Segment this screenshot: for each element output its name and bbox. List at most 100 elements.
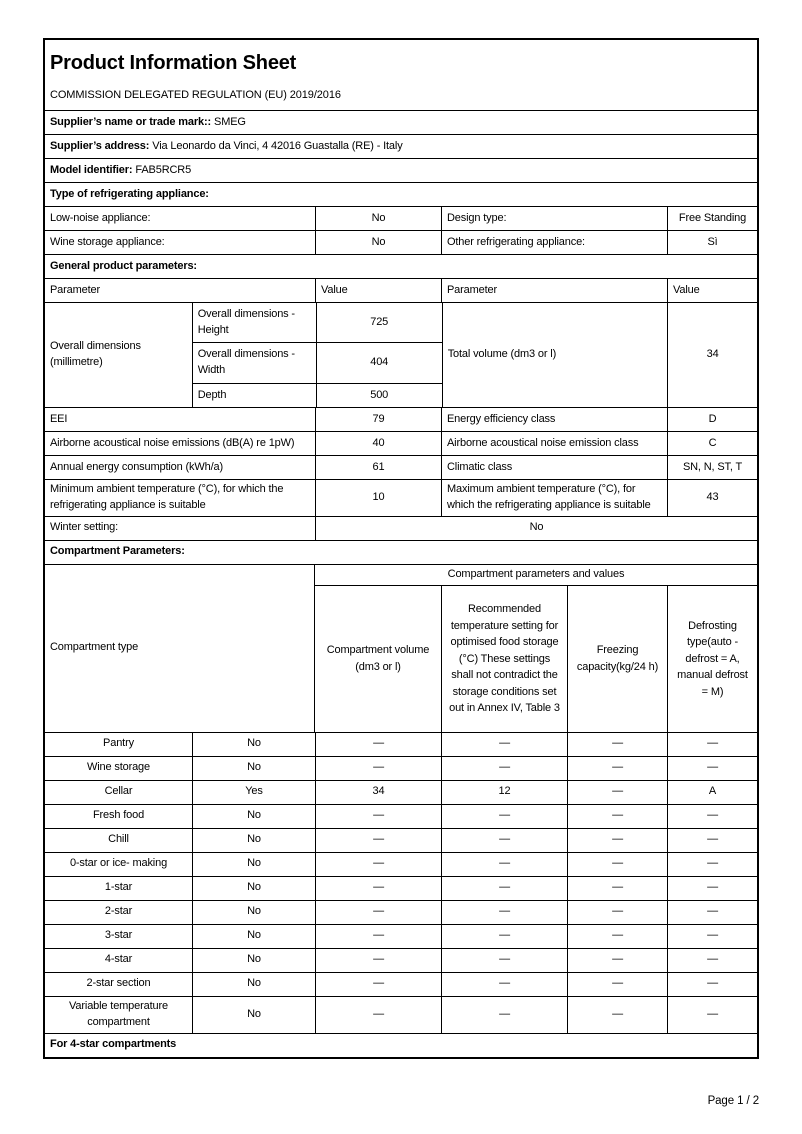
compartment-header-row: Compartment type Compartment parameters …	[45, 564, 757, 733]
compartment-volume-cell: —	[315, 756, 441, 780]
table-row: Wine storage appliance: No Other refrige…	[45, 231, 757, 255]
parameter-value: 79	[315, 408, 441, 431]
compartment-section-heading-row: Compartment Parameters:	[45, 541, 757, 565]
type-label: Other refrigerating appliance:	[441, 231, 667, 254]
compartment-volume-cell: —	[315, 876, 441, 900]
temperature-column-header: Recommended temperature setting for opti…	[441, 585, 567, 732]
table-row: Pantry No — — — —	[45, 732, 757, 757]
compartment-present-cell: No	[192, 900, 315, 924]
type-label: Wine storage appliance:	[50, 235, 165, 248]
column-header: Parameter	[441, 279, 667, 302]
compartment-volume-cell: —	[315, 972, 441, 996]
dimension-label: Overall dimensions - Width	[197, 348, 295, 376]
parameter-label: Annual energy consumption (kWh/a)	[50, 460, 223, 473]
supplier-name-cell: Supplier’s name or trade mark:: SMEG	[45, 111, 757, 134]
compartment-group-header: Compartment parameters and values	[315, 565, 757, 586]
parameter-label: Airborne acoustical noise emission class	[441, 432, 667, 455]
general-section-heading: General product parameters:	[50, 259, 197, 272]
dimension-value: 404	[315, 343, 442, 383]
parameter-row: Annual energy consumption (kWh/a) 61 Clima…	[45, 456, 757, 480]
page-number: Page 1 / 2	[707, 1095, 760, 1107]
column-header: Value	[315, 279, 441, 302]
compartment-freezing-cell: —	[567, 948, 667, 972]
table-row: 4-star No — — — —	[45, 948, 757, 973]
compartment-temperature-cell: —	[441, 756, 567, 780]
compartment-temperature-cell: —	[441, 828, 567, 852]
winter-setting-row: Winter setting: No	[45, 516, 757, 541]
type-value: Free Standing	[667, 207, 757, 230]
title-block: Product Information Sheet COMMISSION DEL…	[45, 40, 757, 111]
parameter-label: EEI	[50, 412, 68, 425]
type-section-heading: Type of refrigerating appliance:	[50, 187, 209, 200]
total-volume-value: 34	[667, 303, 757, 407]
compartment-type-cell: Fresh food	[92, 809, 145, 822]
model-identifier-value: FAB5RCR5	[135, 163, 192, 176]
total-volume-label: Total volume (dm3 or l)	[441, 303, 668, 407]
parameter-label: Maximum ambient temperature (°C), for wh…	[441, 480, 667, 516]
compartment-type-cell: Variable temperature compartment	[69, 999, 168, 1028]
compartment-volume-cell: —	[315, 828, 441, 852]
parameter-value: SN, N, ST, T	[667, 456, 757, 479]
supplier-name-value: SMEG	[214, 115, 246, 128]
four-star-heading: For 4-star compartments	[50, 1038, 177, 1051]
compartment-present-cell: No	[192, 948, 315, 972]
compartment-temperature-cell: —	[441, 924, 567, 948]
dimensions-row: Overall dimensions (millimetre) Overall …	[45, 303, 757, 408]
compartment-type-header: Compartment type	[50, 641, 139, 654]
defrosting-column-header: Defrosting type(auto - defrost = A, manu…	[667, 585, 757, 732]
compartment-volume-cell: —	[315, 852, 441, 876]
general-section-heading-row: General product parameters:	[45, 255, 757, 279]
volume-column-header: Compartment volume (dm3 or l)	[326, 644, 430, 673]
compartment-params-header: Compartment parameters and values Compar…	[314, 564, 757, 732]
model-identifier-row: Model identifier: FAB5RCR5	[45, 159, 757, 183]
compartment-defrosting-cell: —	[667, 996, 757, 1033]
compartment-present-cell: No	[192, 996, 315, 1033]
winter-setting-value: No	[315, 516, 757, 540]
supplier-name-row: Supplier’s name or trade mark:: SMEG	[45, 111, 757, 135]
compartment-volume-cell: —	[315, 804, 441, 828]
table-row: 2-star No — — — —	[45, 900, 757, 925]
compartment-present-cell: Yes	[192, 780, 315, 804]
supplier-address-label: Supplier’s address:	[50, 139, 150, 152]
compartment-temperature-cell: 12	[441, 780, 567, 804]
compartment-type-cell: Cellar	[104, 785, 133, 798]
compartment-defrosting-cell: —	[667, 876, 757, 900]
parameter-value: 61	[315, 456, 441, 479]
compartment-defrosting-cell: —	[667, 828, 757, 852]
compartment-present-cell: No	[192, 732, 315, 756]
winter-setting-label: Winter setting:	[50, 521, 119, 534]
compartment-type-cell: 4-star	[104, 953, 133, 966]
parameter-value: C	[667, 432, 757, 455]
supplier-address-value: Via Leonardo da Vinci, 4 42016 Guastalla…	[152, 139, 403, 152]
compartment-present-cell: No	[192, 828, 315, 852]
freezing-column-header: Freezing capacity(kg/24 h)	[567, 585, 667, 732]
dimension-value: 725	[315, 303, 442, 342]
compartment-temperature-cell: —	[441, 972, 567, 996]
compartment-defrosting-cell: —	[667, 924, 757, 948]
parameter-label: Minimum ambient temperature (°C), for wh…	[50, 483, 284, 511]
compartment-temperature-cell: —	[441, 804, 567, 828]
compartment-present-cell: No	[192, 852, 315, 876]
parameter-row: Minimum ambient temperature (°C), for wh…	[45, 480, 757, 517]
compartment-defrosting-cell: —	[667, 852, 757, 876]
parameter-value: D	[667, 408, 757, 431]
compartment-freezing-cell: —	[567, 756, 667, 780]
table-row: Fresh food No — — — —	[45, 804, 757, 829]
table-row: 2-star section No — — — —	[45, 972, 757, 997]
compartment-freezing-cell: —	[567, 828, 667, 852]
type-value: No	[315, 207, 441, 230]
table-row: Wine storage No — — — —	[45, 756, 757, 781]
page-title: Product Information Sheet	[50, 52, 297, 74]
compartment-present-cell: No	[192, 876, 315, 900]
type-label: Low-noise appliance:	[50, 211, 151, 224]
compartment-temperature-cell: —	[441, 996, 567, 1033]
compartment-type-cell: 2-star section	[86, 977, 151, 990]
compartment-defrosting-cell: —	[667, 756, 757, 780]
dimension-label: Depth	[197, 388, 227, 401]
type-section-heading-row: Type of refrigerating appliance:	[45, 183, 757, 207]
model-identifier-cell: Model identifier: FAB5RCR5	[45, 159, 757, 182]
compartment-volume-cell: —	[315, 948, 441, 972]
type-label: Design type:	[441, 207, 667, 230]
four-star-heading-row: For 4-star compartments	[45, 1034, 757, 1057]
